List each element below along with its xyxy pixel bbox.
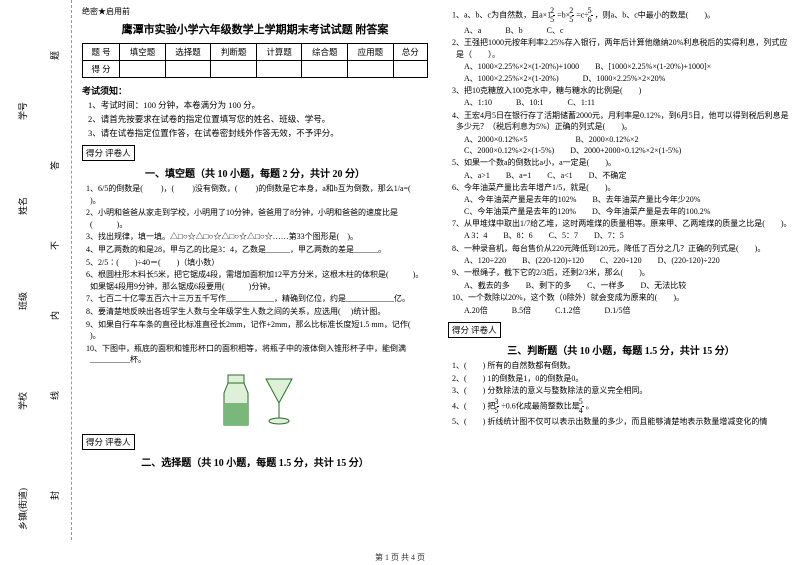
s3-q2: 2、( ) 1的倒数是1，0的倒数是0。 bbox=[452, 373, 794, 385]
notice-item-3: 3、请在试卷指定位置作答，在试卷密封线外作答无效，不予评分。 bbox=[88, 127, 428, 139]
binding-char-3: 不 bbox=[48, 241, 61, 250]
scorer-box-3: 得分 评卷人 bbox=[448, 322, 501, 338]
s2-q4: 4、王宏4月5日在银行存了活期储蓄2000元，月利率是0.12%，到6月5日，他… bbox=[452, 110, 794, 133]
th-calc: 计算题 bbox=[256, 44, 302, 61]
left-column: 绝密★启用前 鹰潭市实验小学六年级数学上学期期末考试试题 附答案 题 号 填空题… bbox=[78, 0, 432, 540]
th-num: 题 号 bbox=[83, 44, 120, 61]
td-score: 得 分 bbox=[83, 61, 120, 78]
table-row: 得 分 bbox=[83, 61, 428, 78]
s3-q3: 3、( ) 分数除法的意义与整数除法的意义完全相同。 bbox=[452, 385, 794, 397]
s3-q5: 5、( ) 折线统计图不仅可以表示出数量的多少，而且能够清楚地表示数量增减变化的… bbox=[452, 416, 794, 428]
s1-q1: 1、6/5的倒数是( )，( )没有倒数，( )的倒数是它本身，a和b互为倒数，… bbox=[86, 183, 428, 206]
s1-q7: 7、七百二十亿零五百六十三万五千写作____________，精确到亿位，约是_… bbox=[86, 293, 428, 305]
s2-q1: 1、a、b、c为自然数，且a×1 25 =b× 25 =c÷ 56 ，则a、b、… bbox=[452, 7, 794, 24]
binding-char-1: 线 bbox=[48, 391, 61, 400]
notice-heading: 考试须知： bbox=[82, 84, 428, 97]
s2-q3-opts: A、1:10 B、10:1 C、1:11 bbox=[464, 97, 794, 108]
exam-title: 鹰潭市实验小学六年级数学上学期期末考试试题 附答案 bbox=[82, 21, 428, 37]
s1-q2: 2、小明和爸爸从家走到学校，小明用了10分钟，爸爸用了8分钟，小明和爸爸的速度比… bbox=[86, 207, 428, 230]
cone-cup-icon bbox=[264, 373, 294, 428]
s2-q6: 6、今年油菜产量比去年增产1/5，就是( )。 bbox=[452, 182, 794, 194]
s2-q4-opts: A、2000×0.12%×5 B、2000×0.12%×2 C、2000×0.1… bbox=[464, 134, 794, 156]
th-choice: 选择题 bbox=[165, 44, 211, 61]
th-comp: 综合题 bbox=[302, 44, 348, 61]
s1-q4: 4、甲乙两数的和是28，甲与乙的比是3：4，乙数是______，甲乙两数的差是_… bbox=[86, 244, 428, 256]
s2-q8-opts: A、120÷220 B、(220-120)÷120 C、220÷120 D、(2… bbox=[464, 255, 794, 266]
s1-q10: 10、下图中，瓶底的面积和锥形杯口的面积相等，将瓶子中的液体倒入锥形杯子中，能倒… bbox=[86, 343, 428, 366]
binding-label-0: 乡镇(街道) bbox=[16, 488, 29, 530]
s2-q2-opts: A、1000×2.25%×2×(1-20%)+1000 B、[1000×2.25… bbox=[464, 61, 794, 83]
s2-q8: 8、一种录音机，每台售价从220元降低到120元，降低了百分之几？正确的列式是(… bbox=[452, 243, 794, 255]
section2-title: 二、选择题（共 10 小题，每题 1.5 分，共计 15 分） bbox=[82, 454, 428, 469]
th-fill: 填空题 bbox=[120, 44, 166, 61]
bottle-figure bbox=[205, 368, 305, 428]
binding-label-1: 学校 bbox=[16, 392, 29, 410]
s1-q3: 3、找出规律，填一填。△□○☆△□○☆△□○☆△□○☆……第33个图形是( )。 bbox=[86, 231, 428, 243]
notice-item-2: 2、请首先按要求在试卷的指定位置填写您的姓名、班级、学号。 bbox=[88, 113, 428, 125]
score-table: 题 号 填空题 选择题 判断题 计算题 综合题 应用题 总分 得 分 bbox=[82, 43, 428, 78]
s2-q6-opts: A、今年油菜产量是去年的102% B、去年油菜产量比今年少20% C、今年油菜产… bbox=[464, 194, 794, 216]
section3-title: 三、判断题（共 10 小题，每题 1.5 分，共计 15 分） bbox=[448, 342, 794, 357]
binding-char-4: 答 bbox=[48, 161, 61, 170]
table-row: 题 号 填空题 选择题 判断题 计算题 综合题 应用题 总分 bbox=[83, 44, 428, 61]
s2-q10-opts: A.20倍 B.5倍 C.1.2倍 D.1/5倍 bbox=[464, 305, 794, 316]
s2-q5: 5、如果一个数a的倒数比a小，a一定是( )。 bbox=[452, 157, 794, 169]
s1-q8: 8、要清楚地反映出各班学生人数与全年级学生人数之间的关系，应选用( )统计图。 bbox=[86, 306, 428, 318]
s3-q1: 1、( ) 所有的自然数都有倒数。 bbox=[452, 360, 794, 372]
section1-title: 一、填空题（共 10 小题，每题 2 分，共计 20 分） bbox=[82, 165, 428, 180]
s3-q4: 4、( ) 把 35 ÷0.6化成最简整数比是 54 。 bbox=[452, 398, 794, 415]
s2-q1-opts: A、a B、b C、c bbox=[464, 25, 794, 36]
s2-q7: 7、从甲堆煤中取出1/7给乙堆，这时两堆煤的质量相等。原来甲、乙两堆煤的质量之比… bbox=[452, 218, 794, 230]
s1-q6: 6、根圆柱形木料长5米，把它锯成4段，需增加面积加12平方分米，这根木柱的体积是… bbox=[86, 269, 428, 292]
s1-q9: 9、如果自行车车条的直径比标准直径长2mm，记作+2mm，那么比标准长度短1.5… bbox=[86, 319, 428, 342]
binding-char-0: 封 bbox=[48, 491, 61, 500]
th-judge: 判断题 bbox=[211, 44, 257, 61]
bottle-icon bbox=[216, 373, 256, 428]
s2-q3: 3、把10克糖放入100克水中，糖与糖水的比例是( ) bbox=[452, 85, 794, 97]
binding-label-4: 学号 bbox=[16, 102, 29, 120]
s2-q7-opts: A 3：4 B、8：6 C、5：7 D、7：5 bbox=[464, 230, 794, 241]
s2-q9: 9、一根绳子，截下它的2/3后，还剩2/3米，那么( )。 bbox=[452, 267, 794, 279]
s2-q10: 10、一个数除以20%，这个数（0除外）就会变成为原来的( )。 bbox=[452, 292, 794, 304]
binding-margin: 乡镇(街道) 封 学校 线 内 班级 不 姓名 答 学号 题 bbox=[0, 0, 72, 540]
right-column: 1、a、b、c为自然数，且a×1 25 =b× 25 =c÷ 56 ，则a、b、… bbox=[444, 0, 798, 540]
s2-q5-opts: A、a>1 B、a=1 C、a<1 D、不确定 bbox=[464, 170, 794, 181]
s2-q2: 2、王强把1000元按年利率2.25%存入银行，两年后计算他缴纳20%利息税后的… bbox=[452, 37, 794, 60]
notice-item-1: 1、考试时间：100 分钟，本卷满分为 100 分。 bbox=[88, 99, 428, 111]
binding-label-3: 姓名 bbox=[16, 197, 29, 215]
scorer-box-2: 得分 评卷人 bbox=[82, 434, 135, 450]
secret-label: 绝密★启用前 bbox=[82, 6, 428, 17]
th-total: 总分 bbox=[393, 44, 427, 61]
th-app: 应用题 bbox=[348, 44, 394, 61]
page-content: 绝密★启用前 鹰潭市实验小学六年级数学上学期期末考试试题 附答案 题 号 填空题… bbox=[78, 0, 798, 540]
s1-q5: 5、2/5∶( )÷40＝( )（填小数） bbox=[86, 257, 428, 269]
s2-q9-opts: A、截去的多 B、剩下的多 C、一样多 D、无法比较 bbox=[464, 280, 794, 291]
page-footer: 第 1 页 共 4 页 bbox=[0, 552, 800, 563]
scorer-box-1: 得分 评卷人 bbox=[82, 145, 135, 161]
binding-char-5: 题 bbox=[48, 51, 61, 60]
binding-char-2: 内 bbox=[48, 311, 61, 320]
binding-label-2: 班级 bbox=[16, 292, 29, 310]
